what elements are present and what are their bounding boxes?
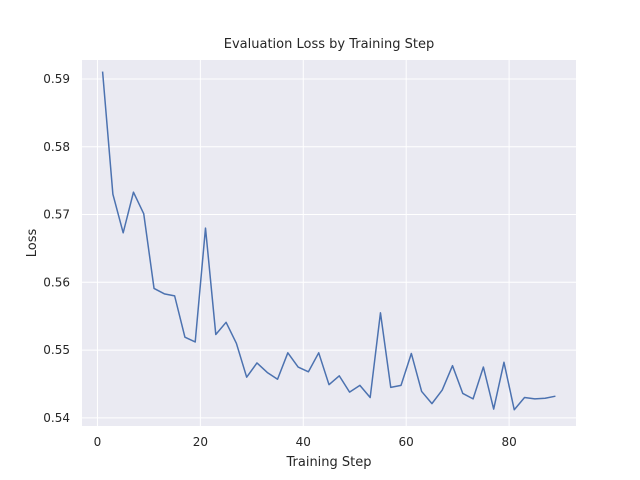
y-tick-label: 0.59 [43, 72, 70, 86]
y-axis-ticks: 0.54 0.55 0.56 0.57 0.58 0.59 [43, 72, 70, 425]
y-tick-label: 0.57 [43, 208, 70, 222]
x-tick-label: 0 [94, 435, 102, 449]
y-axis-label: Loss [25, 229, 40, 258]
series-layer [101, 71, 556, 411]
y-tick-label: 0.55 [43, 343, 70, 357]
y-tick-label: 0.58 [43, 140, 70, 154]
x-tick-label: 60 [399, 435, 414, 449]
x-tick-label: 40 [296, 435, 311, 449]
y-tick-label: 0.54 [43, 411, 70, 425]
plot-area [82, 60, 576, 426]
x-tick-label: 80 [501, 435, 516, 449]
y-tick-label: 0.56 [43, 275, 70, 289]
chart-title: Evaluation Loss by Training Step [224, 37, 434, 52]
x-axis-ticks: 0 20 40 60 80 [94, 435, 517, 449]
grid [82, 60, 576, 426]
x-tick-label: 20 [193, 435, 208, 449]
x-axis-label: Training Step [285, 455, 371, 470]
series-line [101, 71, 556, 411]
